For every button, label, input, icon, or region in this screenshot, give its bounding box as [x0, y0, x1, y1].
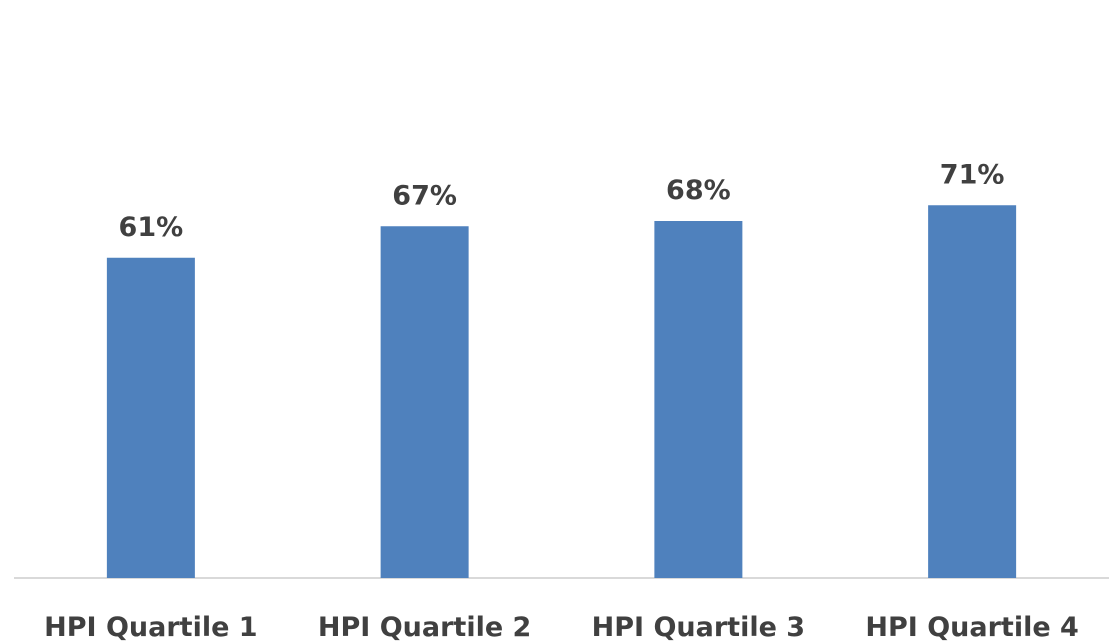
- data-labels-group: 61% 67% 68% 71%: [119, 159, 1005, 243]
- bar-1: [106, 257, 195, 578]
- data-label-2: 67%: [392, 180, 457, 211]
- data-label-3: 68%: [666, 175, 731, 206]
- bar-4: [928, 205, 1017, 578]
- bars-group: [106, 205, 1017, 578]
- bar-3: [654, 221, 743, 578]
- data-label-1: 61%: [119, 212, 184, 243]
- x-tick-label-3: HPI Quartile 3: [592, 612, 805, 641]
- bar-2: [380, 226, 469, 578]
- x-tick-label-1: HPI Quartile 1: [44, 612, 257, 641]
- data-label-4: 71%: [940, 159, 1005, 190]
- x-tick-label-4: HPI Quartile 4: [865, 612, 1078, 641]
- x-tick-labels-group: HPI Quartile 1 HPI Quartile 2 HPI Quartile…: [44, 612, 1079, 641]
- x-tick-label-2: HPI Quartile 2: [318, 612, 531, 641]
